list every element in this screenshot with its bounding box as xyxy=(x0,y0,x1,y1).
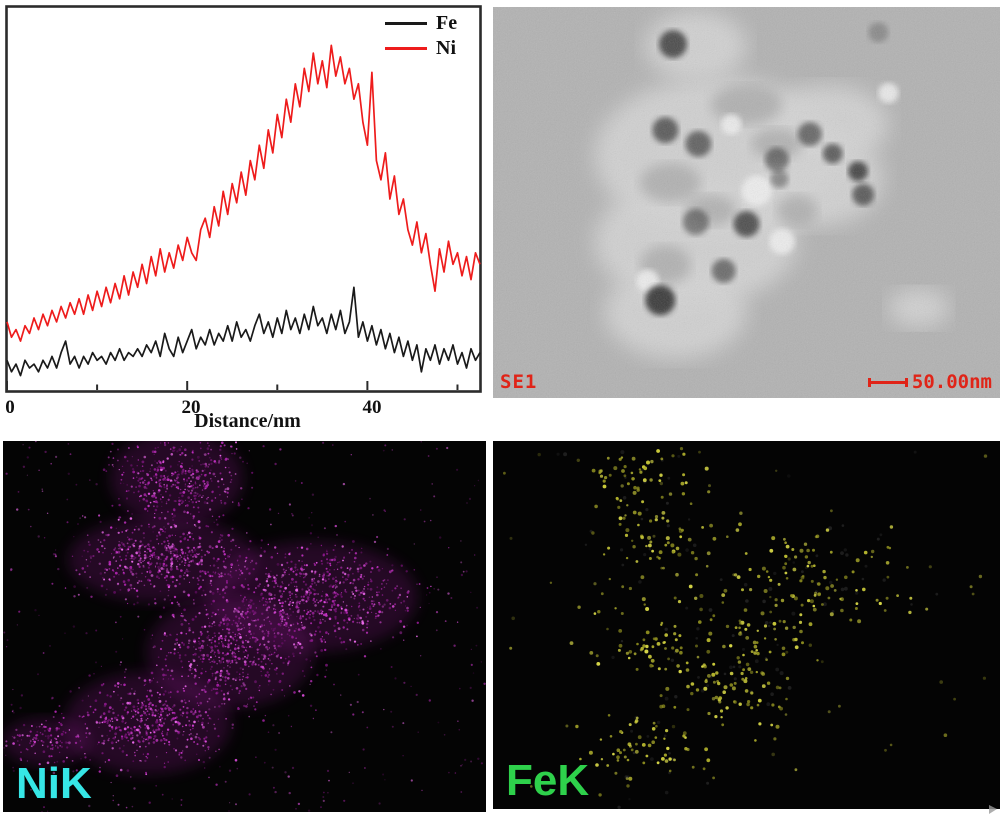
fe-line-swatch xyxy=(385,21,427,25)
fek-eds-map-panel: FeK xyxy=(493,441,1000,809)
scale-bar xyxy=(867,377,908,387)
scale-bar-label: 50.00nm xyxy=(911,371,992,393)
scale-bar-group: 50.00nm xyxy=(867,371,992,393)
legend-item-ni: Ni xyxy=(385,37,462,59)
fek-dot-map xyxy=(493,441,1000,809)
x-tick-20: 20 xyxy=(181,397,201,418)
detector-label: SE1 xyxy=(500,371,538,393)
nik-dot-map xyxy=(2,431,486,813)
tem-micrograph xyxy=(493,7,1000,398)
line-scan-chart-panel: Fe Ni 0 20 40 Distance/nm xyxy=(5,5,482,432)
ni-line-swatch xyxy=(385,46,427,50)
x-tick-0: 0 xyxy=(5,397,15,418)
nik-map-label: NiK xyxy=(16,759,92,808)
x-tick-40: 40 xyxy=(362,397,382,418)
legend-item-fe: Fe xyxy=(385,12,462,34)
stray-cursor-mark xyxy=(989,805,997,814)
legend-label-fe: Fe xyxy=(436,11,458,34)
legend-label-ni: Ni xyxy=(436,36,456,59)
fek-map-label: FeK xyxy=(506,756,590,805)
line-scan-plot xyxy=(5,5,482,393)
tem-image-panel: SE1 50.00nm xyxy=(493,7,1000,398)
nik-eds-map-panel: NiK xyxy=(2,431,486,813)
x-axis-label: Distance/nm xyxy=(194,410,301,432)
chart-legend: Fe Ni xyxy=(385,12,462,59)
